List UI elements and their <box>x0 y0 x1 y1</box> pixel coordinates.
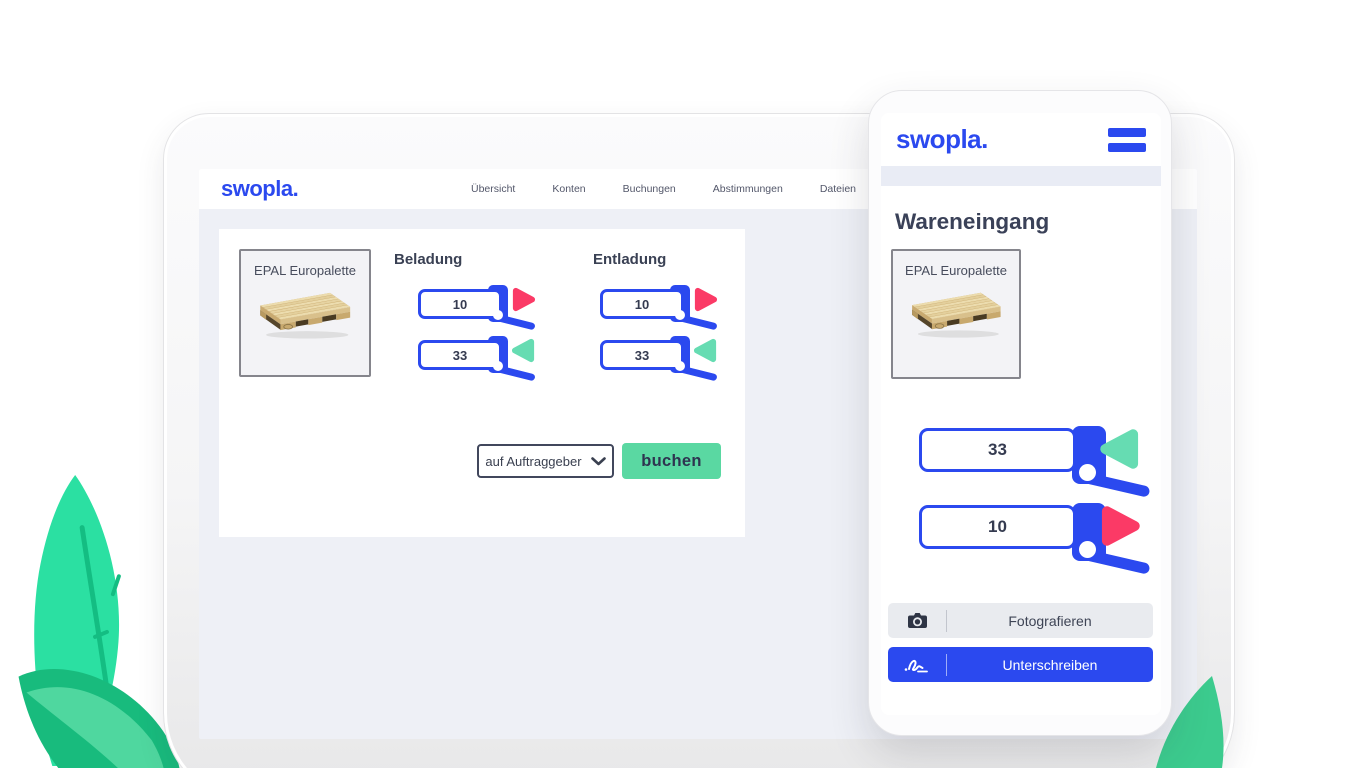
recipient-select-value: auf Auftraggeber <box>485 453 582 469</box>
tag-value: 10 <box>988 517 1007 536</box>
chevron-down-icon <box>590 456 606 465</box>
tag-value: 33 <box>988 440 1007 459</box>
wareneingang-tag-33[interactable]: 33 <box>919 426 1154 504</box>
tag-value: 10 <box>634 296 650 312</box>
beladung-title: Beladung <box>394 251 463 268</box>
sign-button-label: Unterschreiben <box>1002 656 1098 673</box>
flag-left-icon <box>511 338 535 363</box>
pallet-card: EPAL Europalette <box>891 249 1021 379</box>
wareneingang-tag-10[interactable]: 10 <box>919 503 1154 581</box>
flag-right-icon <box>512 287 536 312</box>
booking-card: EPAL Europalette <box>219 229 745 537</box>
flag-left-icon <box>1100 429 1139 469</box>
book-button[interactable]: buchen <box>622 443 721 479</box>
hamburger-menu-icon[interactable] <box>1108 127 1146 152</box>
phone-mockup: swopla. Wareneingang EPAL Europalette <box>868 90 1172 736</box>
tag-hole <box>675 310 685 320</box>
nav-item-abstimmungen[interactable]: Abstimmungen <box>712 183 783 195</box>
nav-item-uebersicht[interactable]: Übersicht <box>471 183 516 195</box>
swopla-logo: swopla. <box>896 124 988 154</box>
entladung-tag-33[interactable]: 33 <box>600 334 724 382</box>
tag-hole <box>1079 541 1096 558</box>
beladung-tag-33[interactable]: 33 <box>418 334 542 382</box>
nav-item-konten[interactable]: Konten <box>552 183 586 195</box>
tag-value: 33 <box>634 347 650 363</box>
photograph-button[interactable]: Fotografieren <box>888 603 1153 638</box>
tag-value: 33 <box>452 347 468 363</box>
tag-hole <box>493 310 503 320</box>
pallet-image <box>260 292 351 339</box>
pallet-label: EPAL Europalette <box>905 263 1007 278</box>
phone-header: swopla. <box>881 113 1161 166</box>
decorative-leaf-right <box>1156 676 1224 768</box>
header-accent-strip <box>881 166 1161 186</box>
tag-hole <box>493 361 503 371</box>
tag-hole <box>1079 464 1096 481</box>
nav-item-buchungen[interactable]: Buchungen <box>622 183 676 195</box>
photograph-button-label: Fotografieren <box>1008 612 1092 629</box>
pallet-image <box>911 292 1001 338</box>
tag-value: 10 <box>452 296 468 312</box>
entladung-tag-10[interactable]: 10 <box>600 283 724 331</box>
swopla-logo: swopla. <box>221 176 299 201</box>
desktop-nav: Übersicht Konten Buchungen Abstimmungen … <box>471 169 856 209</box>
sign-button[interactable]: Unterschreiben <box>888 647 1153 682</box>
button-divider <box>946 653 947 676</box>
entladung-title: Entladung <box>593 251 667 268</box>
phone-app-screen: swopla. Wareneingang EPAL Europalette <box>881 113 1161 715</box>
tag-hole <box>675 361 685 371</box>
button-divider <box>946 609 947 632</box>
flag-right-icon <box>694 287 718 312</box>
pallet-card: EPAL Europalette <box>239 249 371 377</box>
recipient-select[interactable]: auf Auftraggeber <box>477 444 614 478</box>
flag-left-icon <box>693 338 717 363</box>
nav-item-dateien[interactable]: Dateien <box>819 183 857 195</box>
signature-icon <box>888 656 946 673</box>
decorative-leaves-left <box>18 474 180 768</box>
flag-right-icon <box>1101 506 1140 546</box>
camera-icon <box>888 612 946 629</box>
beladung-tag-10[interactable]: 10 <box>418 283 542 331</box>
pallet-label: EPAL Europalette <box>254 263 356 278</box>
page-title: Wareneingang <box>895 209 1050 234</box>
